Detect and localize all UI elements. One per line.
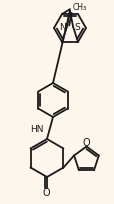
Text: CH₃: CH₃ — [72, 3, 86, 12]
Text: O: O — [42, 188, 49, 198]
Text: O: O — [82, 137, 89, 147]
Text: S: S — [74, 23, 79, 32]
Text: N: N — [59, 23, 66, 32]
Text: HN: HN — [30, 124, 44, 133]
